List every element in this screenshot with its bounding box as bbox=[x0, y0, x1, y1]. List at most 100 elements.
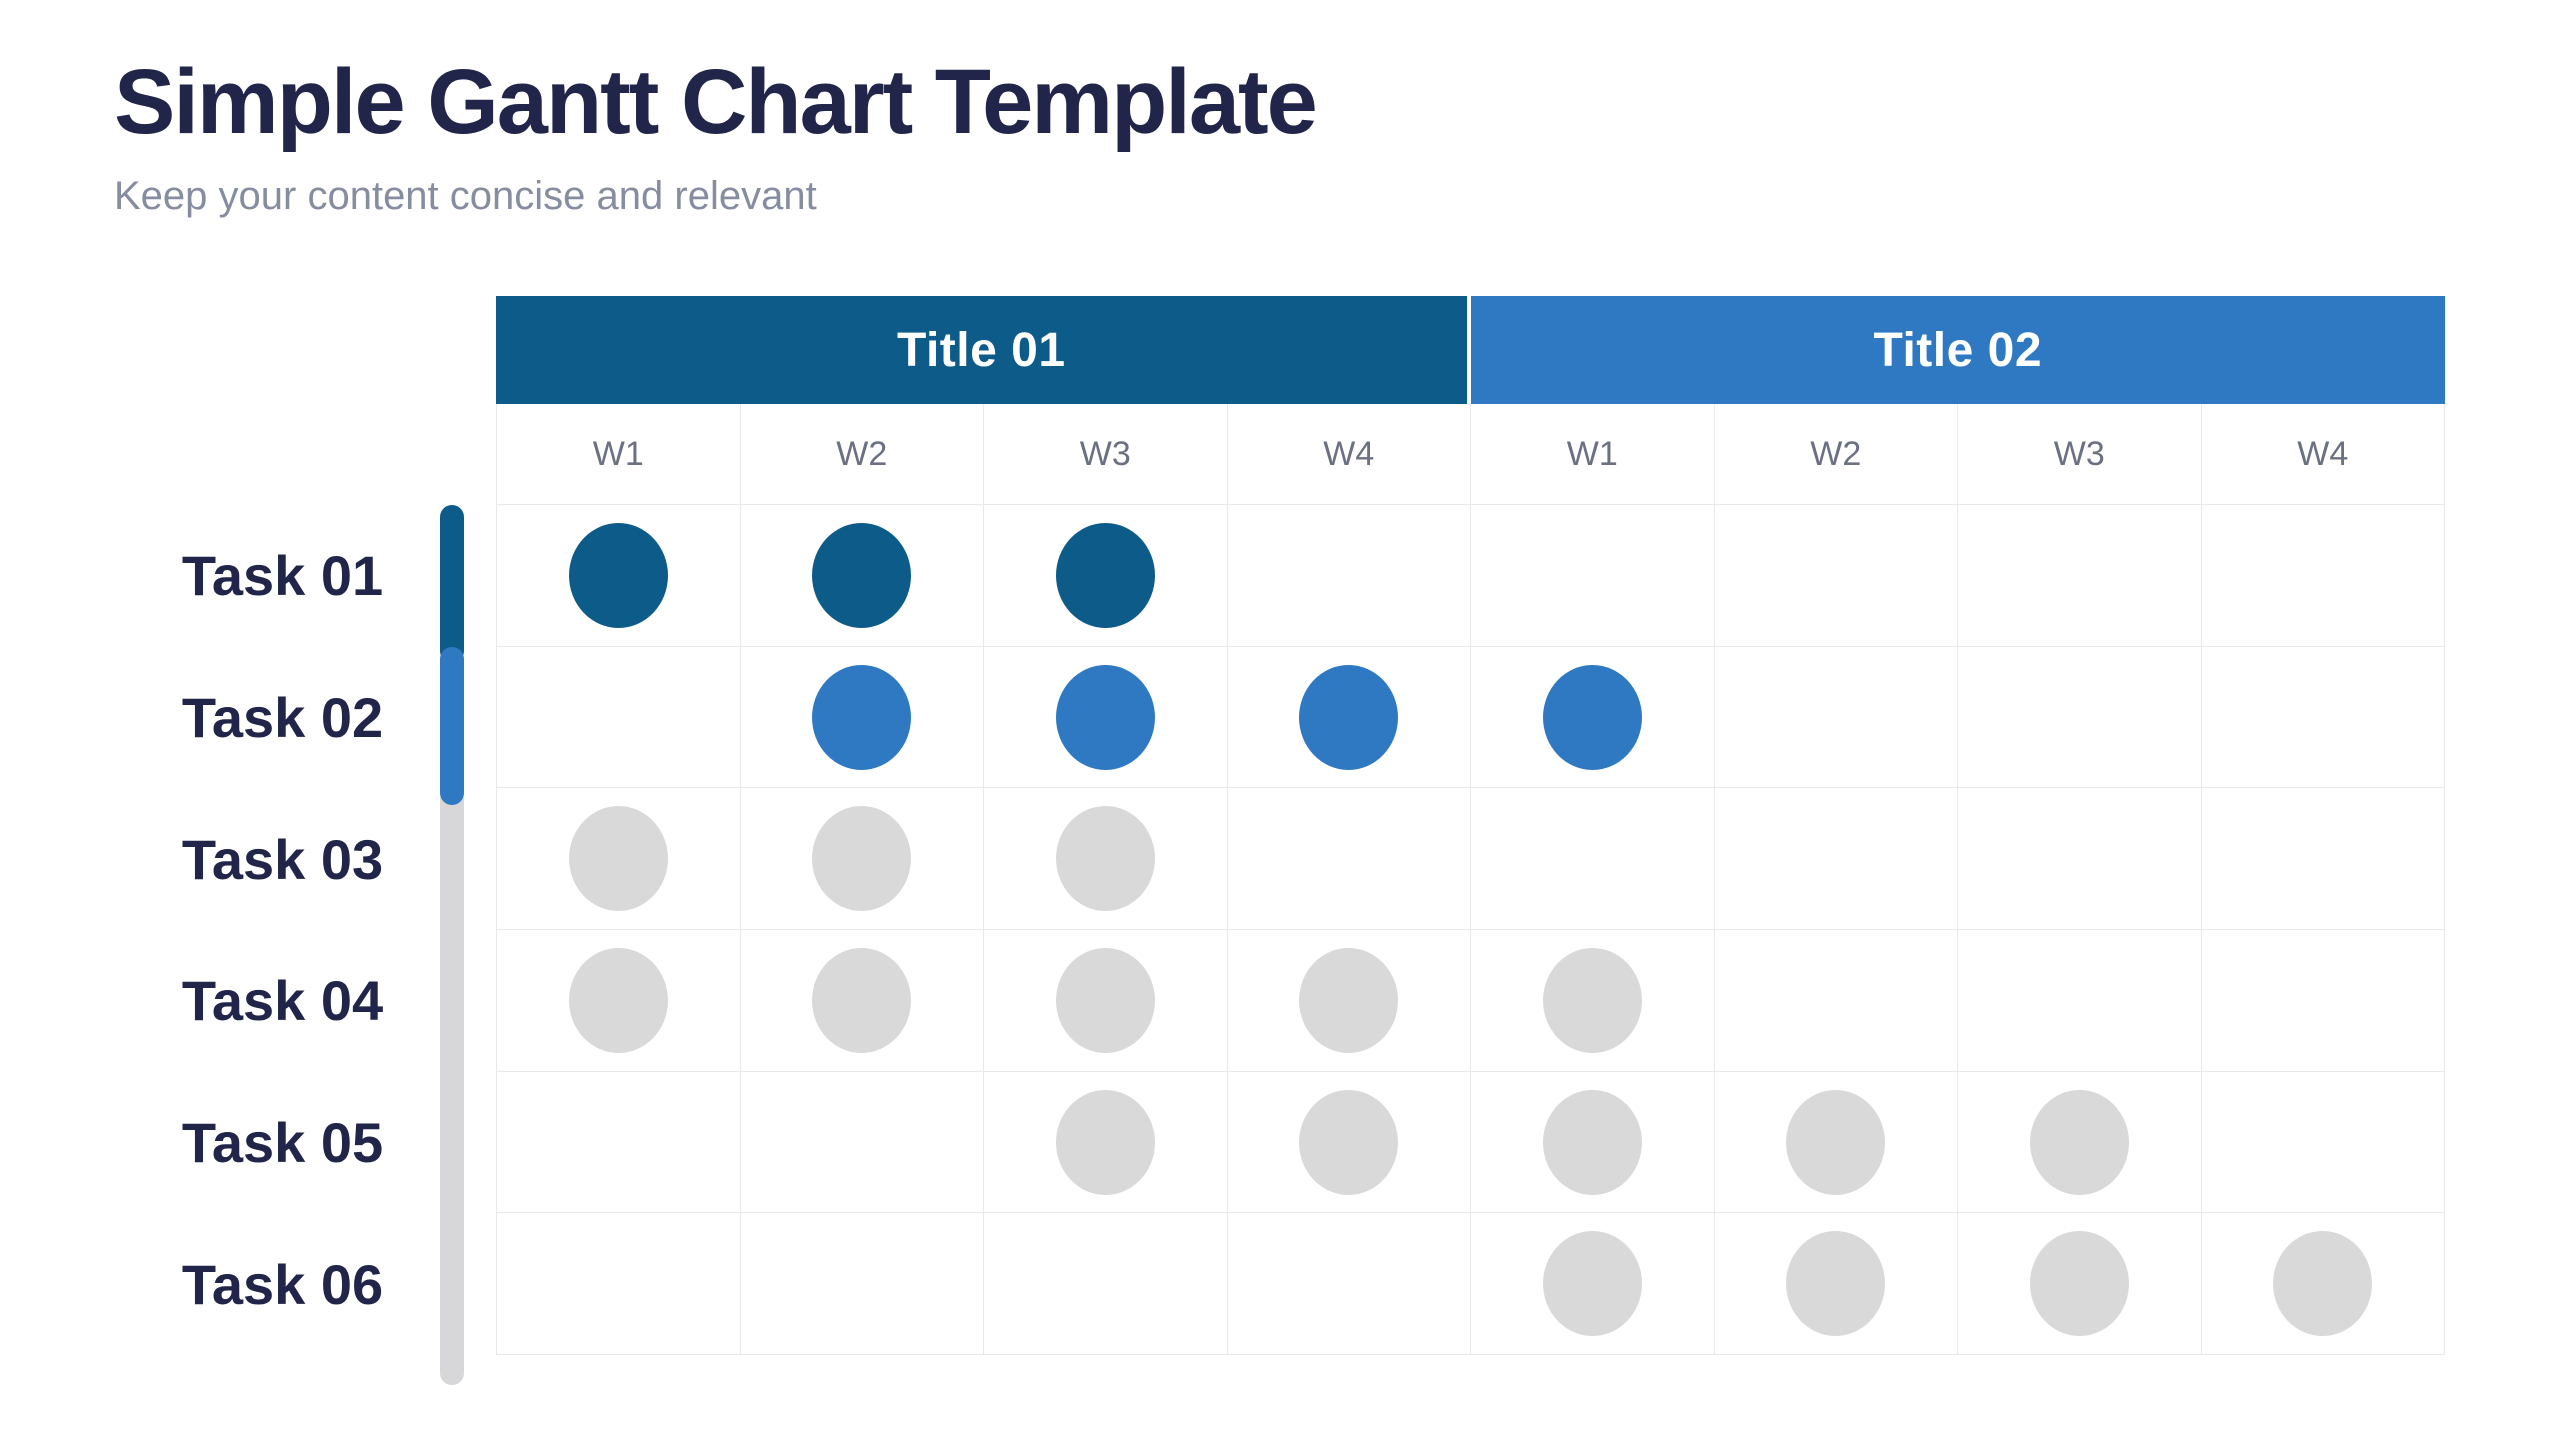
gantt-cell-r3-c3 bbox=[984, 788, 1228, 931]
task-dot bbox=[1055, 947, 1155, 1053]
gantt-cell-r3-c1 bbox=[497, 788, 741, 931]
task-dot bbox=[2273, 1231, 2373, 1337]
week-label-col-2: W2 bbox=[740, 404, 984, 505]
gantt-row-2 bbox=[497, 646, 2445, 789]
task-dot bbox=[1055, 664, 1155, 770]
task-dot bbox=[1299, 664, 1399, 770]
task-dot bbox=[1299, 1089, 1399, 1195]
group-header-row: Title 01 Title 02 bbox=[496, 296, 2445, 404]
gantt-cell-r2-c7 bbox=[1958, 646, 2202, 789]
gantt-cell-r3-c4 bbox=[1227, 788, 1471, 931]
gantt-cell-r3-c8 bbox=[2201, 788, 2445, 931]
gantt-cell-r2-c3 bbox=[984, 646, 1228, 789]
progress-segment-blue bbox=[440, 647, 464, 805]
page-title: Simple Gantt Chart Template bbox=[114, 51, 1318, 153]
gantt-cell-r5-c7 bbox=[1958, 1071, 2202, 1214]
gantt-row-1 bbox=[497, 505, 2445, 647]
task-label-2: Task 02 bbox=[181, 686, 384, 749]
task-dot bbox=[812, 664, 912, 770]
gantt-cell-r2-c6 bbox=[1714, 646, 1958, 789]
task-dot bbox=[568, 522, 668, 628]
gantt-cell-r1-c2 bbox=[740, 505, 984, 647]
gantt-row-6 bbox=[497, 1213, 2445, 1356]
gantt-cell-r4-c1 bbox=[497, 930, 741, 1072]
gantt-cell-r6-c2 bbox=[740, 1213, 984, 1356]
gantt-chart: Title 01 Title 02 W1 W2 W3 W4 W1 W2 W3 W4 bbox=[496, 296, 2445, 1356]
task-dot bbox=[568, 947, 668, 1053]
week-label-col-5: W1 bbox=[1471, 404, 1715, 505]
gantt-cell-r5-c2 bbox=[740, 1071, 984, 1214]
gantt-cell-r4-c4 bbox=[1227, 930, 1471, 1072]
gantt-row-3 bbox=[497, 788, 2445, 931]
task-label-column: Task 01 Task 02 Task 03 Task 04 Task 05 Task … bbox=[140, 505, 425, 1355]
gantt-cell-r4-c5 bbox=[1471, 930, 1715, 1072]
group-header-title-01: Title 01 bbox=[496, 296, 1471, 404]
gantt-cell-r6-c1 bbox=[497, 1213, 741, 1356]
gantt-cell-r6-c5 bbox=[1471, 1213, 1715, 1356]
gantt-cell-r3-c5 bbox=[1471, 788, 1715, 931]
gantt-cell-r1-c4 bbox=[1227, 505, 1471, 647]
gantt-cell-r2-c4 bbox=[1227, 646, 1471, 789]
gantt-cell-r1-c1 bbox=[497, 505, 741, 647]
week-label-col-4: W4 bbox=[1227, 404, 1471, 505]
gantt-cell-r6-c4 bbox=[1227, 1213, 1471, 1356]
progress-segment-gray bbox=[440, 788, 464, 1385]
task-dot bbox=[1299, 947, 1399, 1053]
task-label-3: Task 03 bbox=[181, 827, 384, 891]
task-dot bbox=[1542, 1231, 1642, 1337]
gantt-cell-r1-c7 bbox=[1958, 505, 2202, 647]
gantt-cell-r5-c1 bbox=[497, 1071, 741, 1214]
progress-segment-dark bbox=[440, 505, 464, 663]
task-dot bbox=[812, 947, 912, 1053]
gantt-cell-r4-c6 bbox=[1714, 930, 1958, 1072]
task-dot bbox=[1055, 806, 1155, 912]
gantt-cell-r5-c6 bbox=[1714, 1071, 1958, 1214]
gantt-cell-r6-c3 bbox=[984, 1213, 1228, 1356]
gantt-cell-r2-c5 bbox=[1471, 646, 1715, 789]
task-dot bbox=[1786, 1231, 1886, 1337]
gantt-cell-r6-c7 bbox=[1958, 1213, 2202, 1356]
task-label-4: Task 04 bbox=[181, 969, 384, 1033]
gantt-cell-r4-c7 bbox=[1958, 930, 2202, 1072]
task-dot bbox=[2029, 1231, 2129, 1337]
task-label-6: Task 06 bbox=[181, 1252, 384, 1316]
gantt-row-5 bbox=[497, 1071, 2445, 1214]
gantt-cell-r5-c4 bbox=[1227, 1071, 1471, 1214]
task-dot bbox=[812, 806, 912, 912]
gantt-cell-r6-c6 bbox=[1714, 1213, 1958, 1356]
week-label-col-3: W3 bbox=[984, 404, 1228, 505]
gantt-cell-r2-c8 bbox=[2201, 646, 2445, 789]
task-dot bbox=[2029, 1089, 2129, 1195]
gantt-cell-r5-c8 bbox=[2201, 1071, 2445, 1214]
week-label-col-7: W3 bbox=[1958, 404, 2202, 505]
task-label-1: Task 01 bbox=[181, 544, 384, 608]
gantt-row-4 bbox=[497, 930, 2445, 1072]
week-label-col-6: W2 bbox=[1714, 404, 1958, 505]
page-subtitle: Keep your content concise and relevant bbox=[114, 174, 817, 218]
week-label-col-1: W1 bbox=[497, 404, 741, 505]
gantt-cell-r3-c2 bbox=[740, 788, 984, 931]
gantt-grid bbox=[496, 505, 2445, 1356]
gantt-cell-r2-c1 bbox=[497, 646, 741, 789]
task-dot bbox=[1786, 1089, 1886, 1195]
week-header-row: W1 W2 W3 W4 W1 W2 W3 W4 bbox=[496, 404, 2445, 505]
gantt-cell-r1-c8 bbox=[2201, 505, 2445, 647]
gantt-cell-r6-c8 bbox=[2201, 1213, 2445, 1356]
task-progress-track bbox=[440, 505, 464, 1385]
task-label-5: Task 05 bbox=[181, 1111, 384, 1175]
gantt-cell-r1-c3 bbox=[984, 505, 1228, 647]
task-dot bbox=[812, 522, 912, 628]
task-dot bbox=[1542, 947, 1642, 1053]
week-label-col-8: W4 bbox=[2201, 404, 2445, 505]
gantt-cell-r5-c3 bbox=[984, 1071, 1228, 1214]
gantt-cell-r3-c6 bbox=[1714, 788, 1958, 931]
gantt-cell-r1-c5 bbox=[1471, 505, 1715, 647]
gantt-cell-r5-c5 bbox=[1471, 1071, 1715, 1214]
gantt-cell-r3-c7 bbox=[1958, 788, 2202, 931]
gantt-cell-r2-c2 bbox=[740, 646, 984, 789]
gantt-cell-r1-c6 bbox=[1714, 505, 1958, 647]
group-header-title-02: Title 02 bbox=[1470, 296, 2445, 404]
gantt-cell-r4-c8 bbox=[2201, 930, 2445, 1072]
task-dot bbox=[1055, 522, 1155, 628]
